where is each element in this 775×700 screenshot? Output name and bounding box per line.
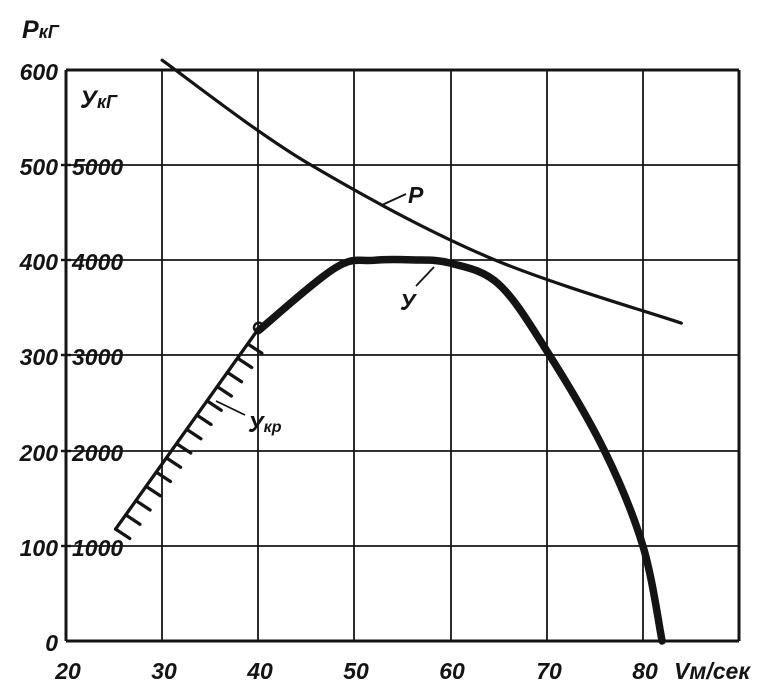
svg-text:40: 40 <box>246 658 273 684</box>
svg-text:100: 100 <box>20 535 59 561</box>
svg-text:P: P <box>408 182 424 208</box>
svg-text:4000: 4000 <box>71 249 123 275</box>
svg-text:20: 20 <box>54 658 81 684</box>
svg-text:200: 200 <box>19 440 59 466</box>
svg-text:У: У <box>400 289 418 315</box>
svg-text:300: 300 <box>20 344 59 370</box>
svg-text:600: 600 <box>20 59 59 85</box>
svg-text:3000: 3000 <box>72 344 123 370</box>
svg-text:Vм/сек: Vм/сек <box>674 658 751 684</box>
svg-text:500: 500 <box>20 154 59 180</box>
svg-text:1000: 1000 <box>72 535 123 561</box>
svg-text:70: 70 <box>536 658 562 684</box>
svg-text:0: 0 <box>45 630 58 656</box>
svg-text:30: 30 <box>151 658 177 684</box>
svg-text:60: 60 <box>439 658 465 684</box>
svg-text:2000: 2000 <box>71 440 123 466</box>
svg-text:80: 80 <box>632 658 658 684</box>
svg-text:400: 400 <box>19 249 59 275</box>
svg-text:50: 50 <box>343 658 369 684</box>
svg-text:5000: 5000 <box>72 154 123 180</box>
